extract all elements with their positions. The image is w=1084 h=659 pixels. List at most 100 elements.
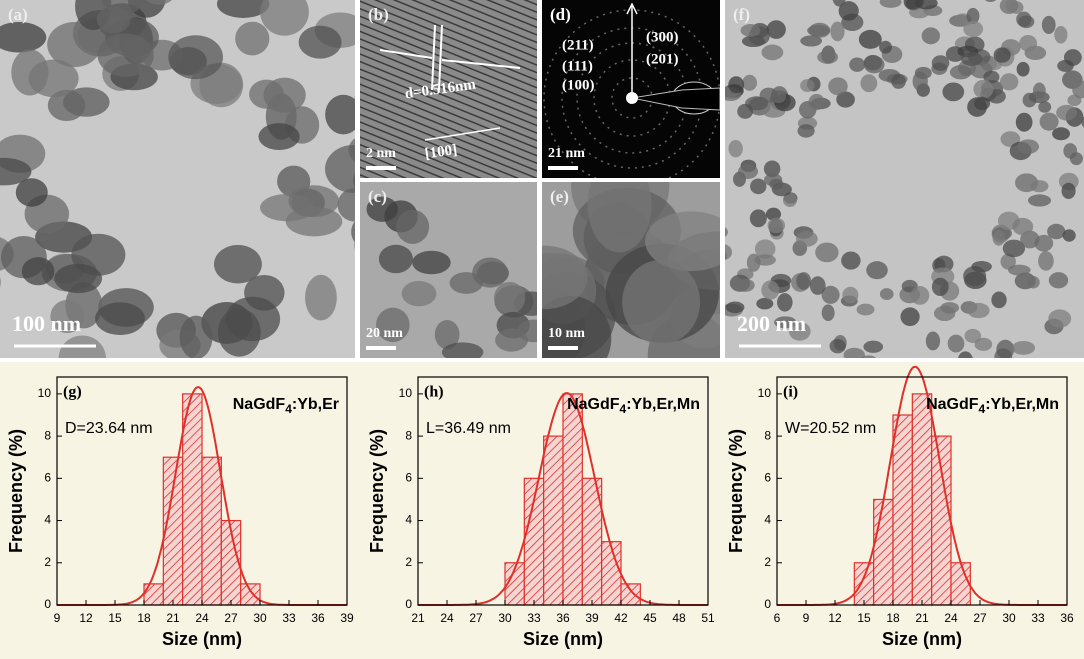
- bar: [853, 562, 875, 606]
- particle: [95, 302, 145, 336]
- x-tick-label: 6: [774, 611, 781, 625]
- particle: [725, 227, 728, 237]
- particle: [856, 303, 875, 316]
- particle: [925, 331, 941, 351]
- particle: [921, 27, 941, 45]
- particle: [756, 297, 774, 310]
- y-tick-label: 4: [764, 513, 771, 527]
- particle: [441, 342, 484, 358]
- particle: [931, 55, 950, 71]
- y-tick-label: 0: [44, 597, 51, 611]
- particles: [543, 2, 720, 178]
- annotation: (300): [646, 29, 679, 45]
- particle: [966, 7, 980, 25]
- particle: [900, 307, 920, 327]
- particle: [994, 348, 1013, 358]
- particle: [967, 302, 990, 319]
- particle: [354, 94, 355, 106]
- particle: [841, 251, 861, 270]
- particles: [366, 196, 537, 358]
- scale-label: 2 nm: [366, 146, 396, 161]
- particle: [765, 207, 782, 221]
- x-tick-label: 33: [282, 611, 296, 625]
- particle: [828, 77, 848, 96]
- particle: [843, 347, 865, 358]
- particle: [213, 244, 262, 284]
- y-tick-label: 4: [44, 513, 51, 527]
- particle: [378, 244, 413, 274]
- particle: [542, 295, 612, 358]
- x-tick-label: 30: [253, 611, 267, 625]
- particle: [645, 211, 720, 272]
- particle: [1061, 182, 1076, 200]
- scale-label: 10 nm: [548, 326, 585, 341]
- particle: [260, 0, 309, 36]
- particle: [1032, 82, 1046, 99]
- x-tick-label: 24: [440, 611, 454, 625]
- x-tick-label: 27: [469, 611, 483, 625]
- formula-rest: :Yb,Er: [292, 396, 339, 413]
- particle: [516, 319, 537, 343]
- panel-label: (g): [63, 384, 82, 401]
- particle: [1008, 1, 1024, 14]
- particle: [866, 261, 888, 280]
- particle: [354, 240, 355, 250]
- particle: [1034, 234, 1054, 252]
- particle: [412, 250, 451, 275]
- annotation: W=20.52 nm: [785, 420, 876, 437]
- particle: [47, 89, 86, 122]
- particle: [337, 188, 355, 222]
- arrow: [441, 59, 521, 69]
- formula-rest: :Yb,Er,Mn: [626, 396, 700, 413]
- particle: [47, 22, 102, 68]
- particle: [1048, 272, 1069, 289]
- particle: [225, 296, 281, 342]
- particle: [168, 35, 224, 80]
- x-tick-label: 18: [886, 611, 900, 625]
- scale-label: 200 nm: [737, 311, 806, 336]
- x-tick-label: 39: [585, 611, 599, 625]
- panel-label: (c): [368, 187, 387, 206]
- particle: [145, 0, 173, 5]
- particle: [0, 22, 47, 53]
- center-spot: [626, 92, 638, 104]
- particle: [984, 0, 997, 2]
- panel-label: (b): [368, 5, 389, 24]
- particle: [740, 24, 761, 37]
- x-tick-label: 24: [195, 611, 209, 625]
- y-tick-label: 8: [44, 428, 51, 442]
- particle: [376, 307, 410, 343]
- particle: [1027, 275, 1040, 289]
- particle: [587, 182, 652, 253]
- panel-label: (f): [733, 5, 750, 24]
- annotation: (111): [562, 58, 593, 74]
- arrow: [424, 127, 501, 141]
- bar: [562, 393, 583, 606]
- particle: [993, 47, 1011, 63]
- particle: [800, 79, 815, 93]
- particle: [960, 51, 983, 66]
- particle: [249, 79, 284, 109]
- particle: [769, 178, 784, 190]
- x-tick-label: 51: [701, 611, 715, 625]
- particle: [808, 93, 825, 111]
- particle: [809, 276, 826, 295]
- particle: [401, 280, 437, 307]
- bar: [543, 435, 564, 606]
- particle: [746, 253, 761, 272]
- particle: [1072, 80, 1084, 99]
- particle: [1016, 11, 1032, 27]
- particle: [796, 230, 818, 247]
- annotation: D=23.64 nm: [65, 420, 153, 437]
- particle: [728, 139, 743, 158]
- x-tick-label: 24: [944, 611, 958, 625]
- particle: [1039, 112, 1059, 131]
- particle: [15, 178, 48, 207]
- bar: [162, 456, 184, 606]
- x-tick-label: 45: [643, 611, 657, 625]
- x-axis-label: Size (nm): [162, 629, 242, 649]
- particle: [1062, 229, 1076, 242]
